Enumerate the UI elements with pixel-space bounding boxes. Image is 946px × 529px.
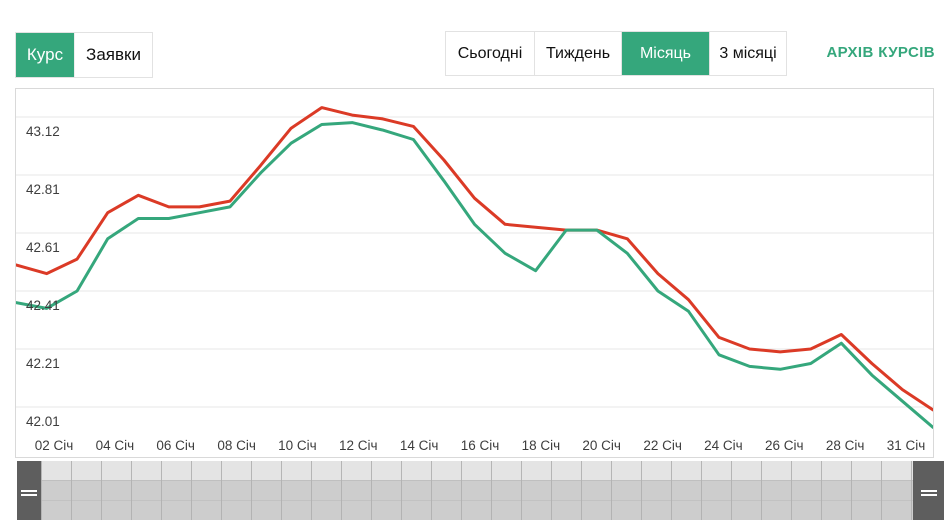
x-tick-label: 26 Січ: [765, 438, 804, 453]
archive-link[interactable]: АРХІВ КУРСІВ: [826, 44, 935, 61]
x-tick-label: 02 Січ: [35, 438, 74, 453]
y-tick-label: 42.81: [26, 182, 60, 197]
x-tick-label: 10 Січ: [278, 438, 317, 453]
period-tabs: Сьогодні Тиждень Місяць 3 місяці: [445, 31, 787, 76]
navigator-right-handle[interactable]: [913, 461, 944, 520]
tab-3months[interactable]: 3 місяці: [709, 32, 786, 75]
grip-icon: [21, 490, 37, 496]
tab-week[interactable]: Тиждень: [534, 32, 621, 75]
y-tick-label: 42.61: [26, 240, 60, 255]
navigator-left-handle[interactable]: [17, 461, 41, 520]
tab-today[interactable]: Сьогодні: [446, 32, 534, 75]
series-line_red: [16, 106, 933, 412]
x-tick-label: 24 Січ: [704, 438, 743, 453]
range-navigator: [17, 461, 944, 520]
x-tick-label: 18 Січ: [522, 438, 561, 453]
x-tick-label: 22 Січ: [643, 438, 682, 453]
toggle-rate-button[interactable]: Курс: [16, 33, 74, 77]
grip-icon: [920, 490, 937, 496]
x-tick-label: 08 Січ: [217, 438, 256, 453]
x-tick-label: 06 Січ: [156, 438, 195, 453]
x-tick-label: 12 Січ: [339, 438, 378, 453]
y-tick-label: 42.01: [26, 414, 60, 429]
x-tick-label: 31 Січ: [887, 438, 926, 453]
view-toggle: Курс Заявки: [15, 32, 153, 78]
tab-month[interactable]: Місяць: [621, 32, 709, 75]
rate-chart-svg: 43.12 42.81 42.61 42.41 42.21 42.01 02 Січ 04 С…: [16, 106, 933, 453]
x-tick-label: 28 Січ: [826, 438, 865, 453]
y-tick-label: 42.21: [26, 356, 60, 371]
series-line_green: [16, 121, 933, 429]
x-tick-label: 20 Січ: [582, 438, 621, 453]
x-tick-label: 16 Січ: [461, 438, 500, 453]
toggle-orders-button[interactable]: Заявки: [74, 33, 152, 77]
rate-chart[interactable]: 43.12 42.81 42.61 42.41 42.21 42.01 02 Січ 04 С…: [15, 88, 934, 458]
y-tick-label: 43.12: [26, 124, 60, 139]
x-tick-label: 04 Січ: [96, 438, 135, 453]
x-tick-label: 14 Січ: [400, 438, 439, 453]
y-tick-label: 42.41: [26, 298, 60, 313]
navigator-track[interactable]: [41, 461, 913, 520]
